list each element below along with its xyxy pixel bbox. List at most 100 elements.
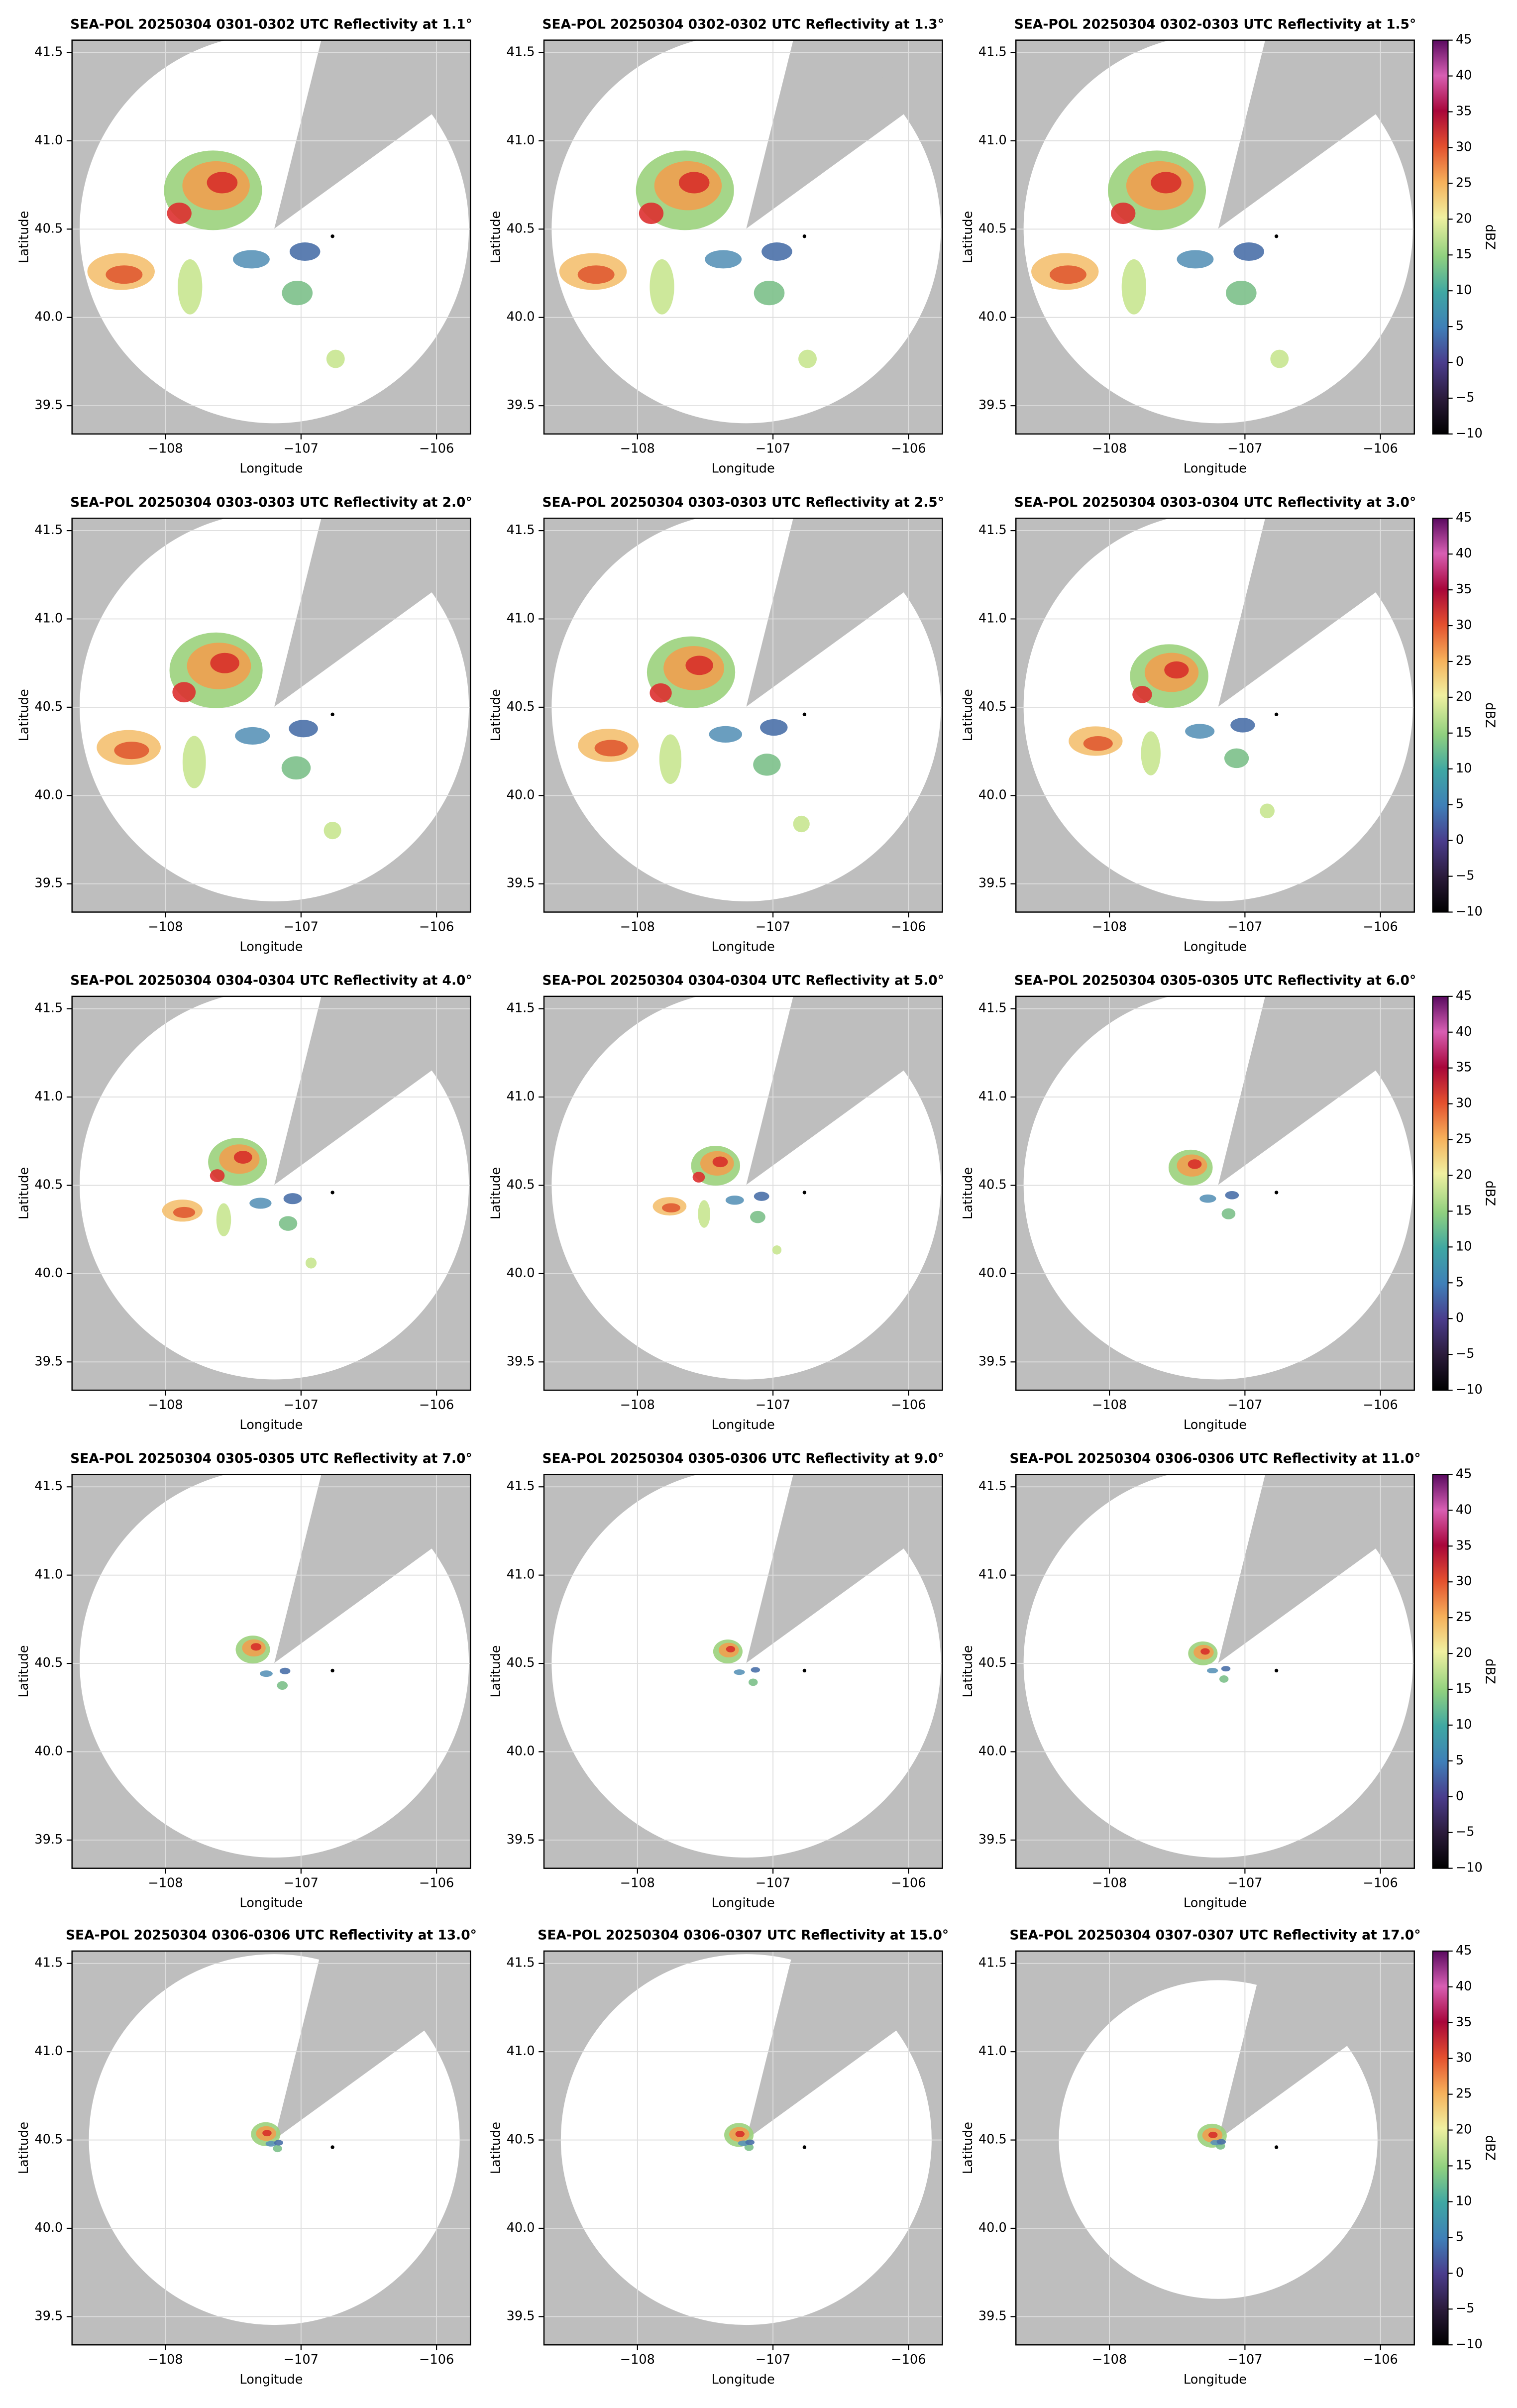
x-tick-label: −107 [756,2352,790,2367]
axes-frame [1015,995,1415,1391]
echo [1111,203,1136,224]
plot-area [72,1474,471,1868]
echo [1199,1194,1216,1203]
echo [279,1667,291,1674]
chart-title: SEA-POL 20250304 0303-0303 UTC Reflectiv… [542,495,944,510]
echo [692,1172,705,1183]
x-axis-label: Longitude [1184,939,1247,954]
y-tick-label: 41.5 [34,1479,63,1494]
plot-area [72,1951,471,2345]
ship-marker [802,712,807,717]
x-tick-label: −108 [1092,1398,1127,1413]
echo [232,250,270,269]
colorbar-label: dBZ [1483,1181,1498,1206]
y-axis-label: Latitude [16,1167,31,1219]
x-tick-label: −107 [1227,919,1262,934]
ship-marker [1274,1668,1279,1673]
y-tick-label: 39.5 [507,1354,535,1369]
echo [725,1196,744,1205]
echo [798,349,817,368]
colorbar [1432,39,1449,435]
y-tick-label: 41.5 [507,44,535,59]
y-tick-label: 40.5 [34,2132,63,2147]
plot-area [72,996,471,1391]
panel: −108 −107 −10639.540.040.541.041.5SEA-POL … [16,1928,477,2387]
y-tick-label: 41.5 [34,44,63,59]
colorbar-tick-label: 45 [1456,988,1472,1003]
y-tick-label: 41.0 [34,1089,63,1104]
y-tick-label: 39.5 [34,398,63,413]
y-tick-label: 40.0 [978,310,1007,325]
x-axis-label: Longitude [239,1895,303,1910]
colorbar-tick-label: −5 [1456,1825,1475,1840]
colorbar-tick-label: 20 [1456,689,1472,704]
echo [233,1151,252,1164]
x-tick-label: −107 [756,1398,790,1413]
axes-frame [543,995,943,1391]
panel: −108 −107 −10639.540.040.541.041.5SEA-POL … [961,973,1498,1432]
chart-title: SEA-POL 20250304 0305-0306 UTC Reflectiv… [542,1451,944,1466]
y-axis-label: Latitude [16,2122,31,2174]
echo [207,172,238,194]
colorbar-tick-label: 35 [1456,1060,1472,1075]
y-tick-label: 41.0 [34,133,63,148]
plot-area [543,518,943,912]
plot-area [1016,1474,1414,1868]
y-axis-label: Latitude [16,1645,31,1697]
echo [734,1669,745,1675]
echo [709,726,743,743]
echo [279,1216,298,1231]
y-tick-label: 40.0 [978,2220,1007,2235]
echo [249,1198,272,1209]
echo [260,1670,273,1677]
colorbar-tick-label: −5 [1456,1346,1475,1361]
echo [594,740,628,757]
colorbar-tick-label: −10 [1456,1861,1483,1875]
chart-title: SEA-POL 20250304 0303-0304 UTC Reflectiv… [1014,495,1416,510]
x-axis-label: Longitude [239,461,303,476]
echo [678,172,710,194]
y-tick-label: 40.0 [34,1744,63,1758]
y-tick-label: 39.5 [34,1832,63,1847]
echo [1188,1159,1202,1169]
y-tick-label: 40.0 [507,1266,535,1281]
echo [698,1200,711,1228]
y-tick-label: 41.0 [978,1567,1007,1582]
x-axis-label: Longitude [239,2372,303,2387]
ship-marker [1274,1191,1279,1195]
plot-area [1016,518,1414,912]
colorbar-tick-label: 35 [1456,1538,1472,1553]
echo [750,1210,765,1223]
colorbar-label: dBZ [1483,2135,1498,2161]
y-tick-label: 40.0 [507,787,535,802]
echo [772,1245,782,1255]
chart-title: SEA-POL 20250304 0306-0306 UTC Reflectiv… [66,1928,477,1943]
echo [1233,242,1264,261]
x-tick-label: −107 [1227,441,1262,456]
y-tick-label: 40.5 [507,1177,535,1192]
chart-title: SEA-POL 20250304 0305-0305 UTC Reflectiv… [70,1451,472,1466]
echo [282,281,313,306]
echo [748,1678,758,1686]
x-tick-label: −107 [756,441,790,456]
y-axis-label: Latitude [489,1167,504,1219]
blocked-sector [274,518,439,707]
axes-frame [1015,518,1415,913]
colorbar-label: dBZ [1483,702,1498,728]
y-tick-label: 40.0 [34,1266,63,1281]
x-tick-label: −106 [891,1398,926,1413]
colorbar-tick-label: 40 [1456,1024,1472,1039]
x-tick-label: −108 [620,2352,655,2367]
echo [1132,686,1152,703]
y-tick-label: 40.0 [978,1744,1007,1758]
y-tick-label: 39.5 [507,1832,535,1847]
ship-marker [330,1668,334,1673]
echo [1221,1208,1236,1219]
panel: −108 −107 −10639.540.040.541.041.5SEA-POL … [16,973,472,1432]
chart-title: SEA-POL 20250304 0303-0303 UTC Reflectiv… [70,495,472,510]
x-tick-label: −108 [148,919,183,934]
blocked-sector [746,996,911,1185]
colorbar-tick-label: 45 [1456,1466,1472,1481]
echo [1224,748,1249,768]
